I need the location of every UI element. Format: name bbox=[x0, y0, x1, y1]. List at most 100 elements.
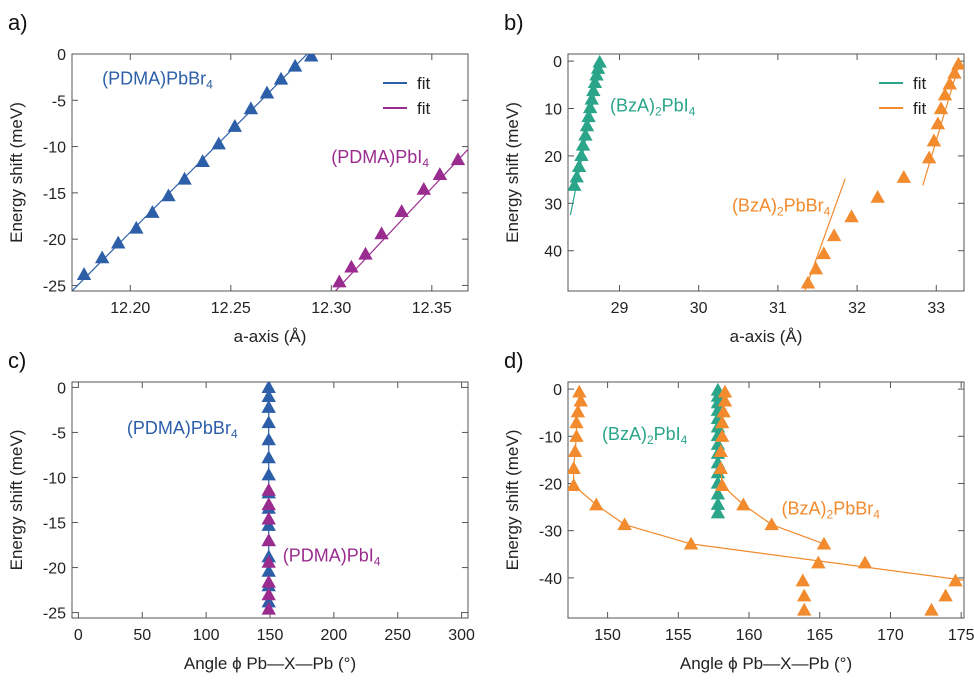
series-label: (BzA)2PbBr4 bbox=[732, 195, 831, 218]
data-point bbox=[948, 573, 963, 587]
panel-label: c) bbox=[8, 348, 26, 373]
data-point bbox=[76, 267, 92, 280]
data-point bbox=[344, 259, 359, 273]
data-point bbox=[261, 400, 276, 413]
data-point bbox=[568, 444, 583, 457]
data-point bbox=[764, 517, 779, 531]
series-label: (BzA)2PbI4 bbox=[610, 95, 696, 118]
data-point bbox=[710, 505, 726, 519]
x-tick-label: 12.25 bbox=[211, 300, 251, 317]
series-label-part: PbI bbox=[662, 95, 689, 115]
data-point bbox=[111, 235, 126, 249]
data-layer bbox=[568, 382, 964, 616]
data-point bbox=[432, 167, 448, 180]
x-tick-label: 175 bbox=[948, 627, 974, 644]
panel-b: b) 29 30 31 32 33 0 10 20 30 40 a-axis (Å) Energy sh… bbox=[503, 10, 965, 346]
data-point bbox=[592, 54, 607, 68]
y-tick-label: 0 bbox=[57, 47, 66, 64]
data-point bbox=[713, 461, 728, 474]
x-tick-label: 0 bbox=[74, 627, 83, 644]
series-label-part: (BzA) bbox=[610, 95, 655, 115]
data-point bbox=[717, 393, 733, 407]
data-point bbox=[710, 497, 726, 510]
data-point bbox=[450, 152, 466, 166]
x-axis-title: a-axis (Å) bbox=[730, 327, 803, 346]
data-point bbox=[590, 61, 606, 74]
legend-label: fit bbox=[913, 74, 927, 93]
data-point bbox=[589, 497, 604, 511]
data-point bbox=[844, 209, 859, 223]
x-tick-label: 29 bbox=[611, 300, 629, 317]
data-point bbox=[947, 65, 962, 79]
data-point bbox=[584, 91, 599, 105]
data-point bbox=[374, 226, 389, 240]
data-point bbox=[332, 274, 347, 288]
data-point bbox=[808, 261, 824, 275]
y-tick-label: -40 bbox=[539, 571, 562, 588]
data-point bbox=[195, 154, 210, 168]
data-point bbox=[816, 246, 832, 260]
y-tick-label: -5 bbox=[52, 93, 66, 110]
data-point bbox=[261, 389, 276, 403]
data-point bbox=[261, 587, 276, 601]
x-tick-label: 12.30 bbox=[311, 300, 351, 317]
data-point bbox=[569, 415, 584, 429]
data-point bbox=[575, 137, 591, 151]
data-point bbox=[358, 246, 373, 260]
series-label-part: (BzA) bbox=[602, 424, 647, 444]
data-point bbox=[571, 159, 587, 172]
y-tick-label: -20 bbox=[43, 232, 66, 249]
data-point bbox=[94, 250, 110, 264]
series-label-part: PbI bbox=[654, 424, 681, 444]
plot-frame bbox=[567, 381, 965, 619]
data-point bbox=[261, 497, 276, 511]
series-label-part: 4 bbox=[689, 104, 696, 118]
y-tick-label: -5 bbox=[52, 425, 66, 442]
x-tick-label: 200 bbox=[321, 627, 348, 644]
data-point bbox=[243, 101, 259, 115]
data-point bbox=[227, 119, 243, 132]
x-tick-label: 160 bbox=[736, 627, 763, 644]
series-label-part: 2 bbox=[655, 104, 662, 118]
series-label-part: 2 bbox=[647, 433, 654, 447]
data-point bbox=[568, 461, 581, 474]
legend-label: fit bbox=[913, 99, 927, 118]
x-tick-label: 155 bbox=[665, 627, 692, 644]
y-tick-label: 10 bbox=[544, 102, 562, 119]
y-tick-label: -25 bbox=[43, 278, 66, 295]
data-point bbox=[736, 497, 751, 511]
data-point bbox=[568, 178, 582, 191]
data-point bbox=[796, 602, 812, 616]
y-tick-label: 0 bbox=[553, 382, 562, 399]
data-point bbox=[569, 429, 584, 442]
data-point bbox=[304, 54, 319, 62]
x-axis-title: Angle ϕ Pb—X—Pb (°) bbox=[680, 654, 852, 673]
data-point bbox=[714, 429, 730, 442]
data-point bbox=[261, 467, 276, 481]
x-tick-label: 300 bbox=[448, 627, 475, 644]
data-point bbox=[713, 444, 728, 457]
series-label-part: 4 bbox=[422, 156, 429, 170]
legend-label: fit bbox=[417, 99, 431, 118]
y-tick-label: -20 bbox=[43, 561, 66, 578]
plot-frame bbox=[71, 53, 469, 292]
series-label: (PDMA)PbBr4 bbox=[127, 418, 238, 441]
x-tick-label: 100 bbox=[193, 627, 220, 644]
data-point bbox=[273, 71, 289, 85]
series-label-part: 4 bbox=[206, 78, 213, 92]
data-layer bbox=[568, 54, 964, 291]
series-label-part: PbBr bbox=[784, 195, 824, 215]
x-tick-label: 31 bbox=[769, 300, 787, 317]
series-label: (BzA)2PbBr4 bbox=[782, 499, 881, 522]
data-point bbox=[796, 588, 812, 602]
data-point bbox=[572, 384, 587, 398]
y-tick-label: -10 bbox=[43, 140, 66, 157]
data-point bbox=[261, 432, 276, 446]
data-point bbox=[870, 189, 885, 203]
data-point bbox=[937, 87, 953, 101]
data-point bbox=[926, 133, 942, 147]
data-point bbox=[857, 555, 873, 569]
y-axis-title: Energy shift (meV) bbox=[503, 430, 522, 571]
data-point bbox=[714, 478, 730, 491]
